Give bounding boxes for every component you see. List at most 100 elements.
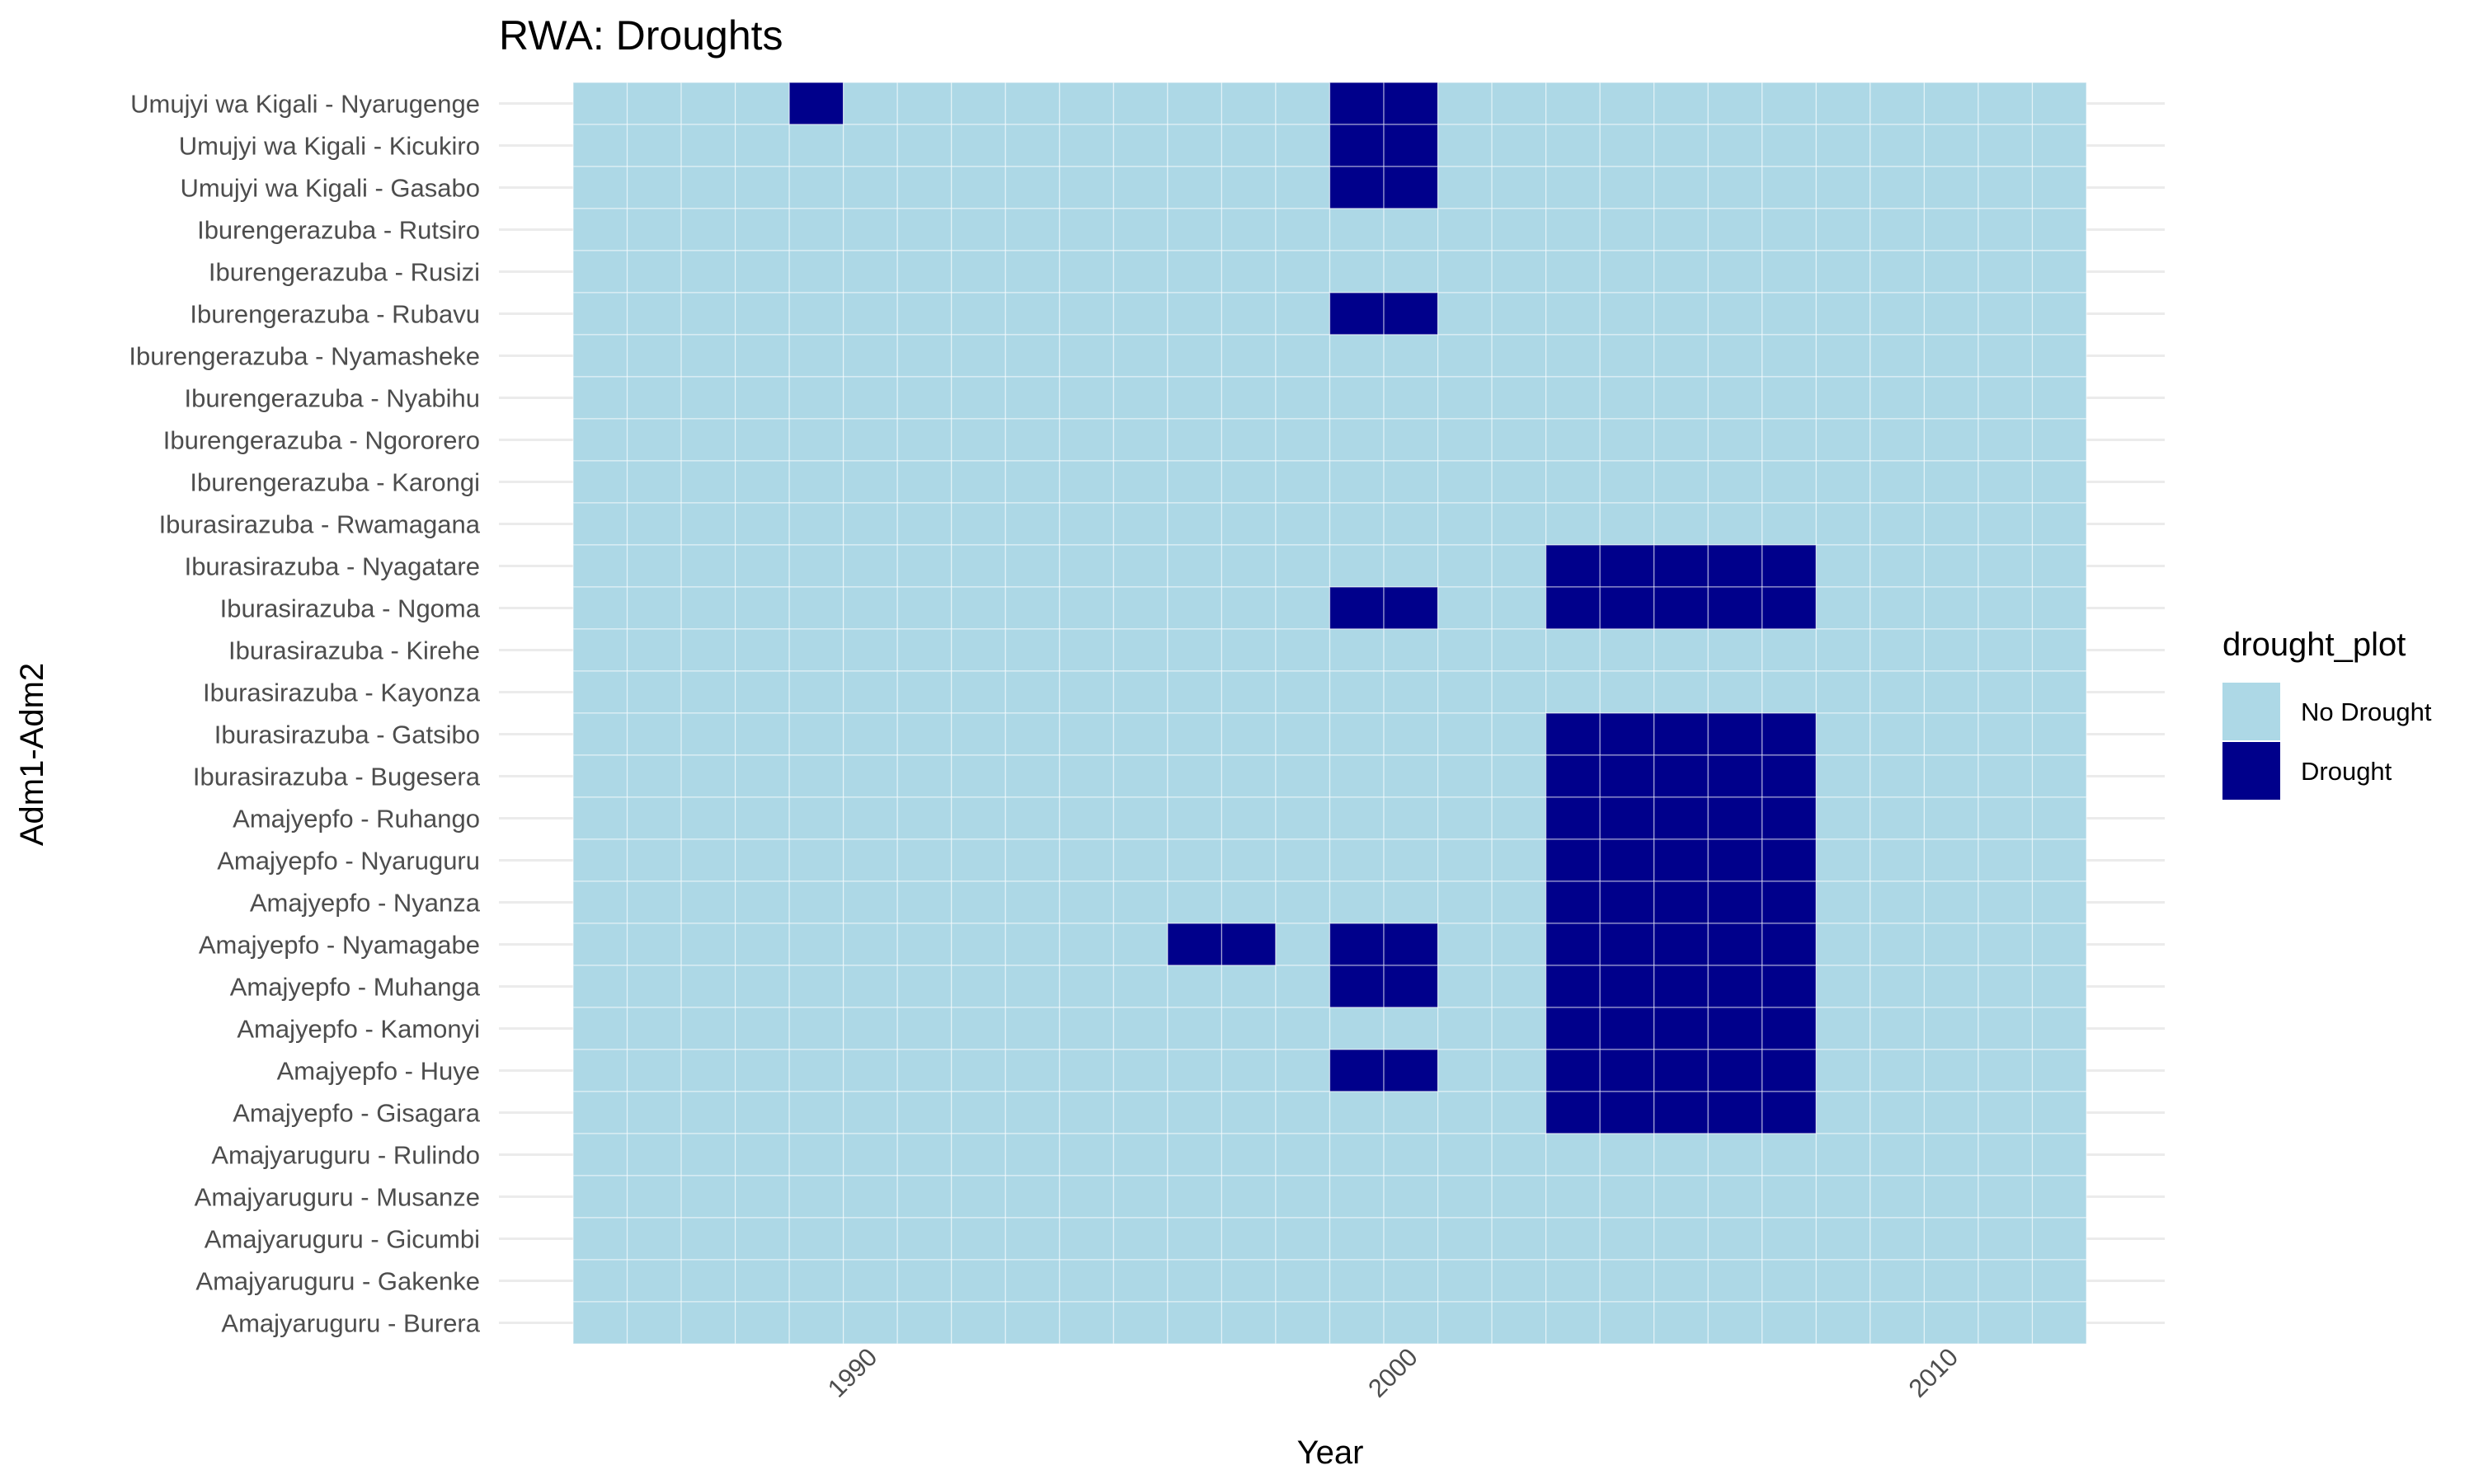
tile-no-drought (1978, 838, 2034, 882)
tile-no-drought (1923, 418, 1979, 462)
tile-no-drought (1329, 502, 1385, 546)
tile-no-drought (1923, 334, 1979, 378)
tile-no-drought (1112, 923, 1169, 966)
tile-no-drought (626, 838, 682, 882)
tile-no-drought (680, 376, 736, 420)
tile-no-drought (1599, 250, 1655, 294)
tile-no-drought (1004, 250, 1061, 294)
tile-no-drought (1978, 1133, 2034, 1176)
tile-no-drought (1167, 881, 1223, 924)
tile-no-drought (1491, 1007, 1547, 1050)
tile-no-drought (1870, 250, 1926, 294)
y-tick-label: Iburengerazuba - Karongi (190, 468, 480, 497)
x-tick-label: 2000 (1362, 1342, 1423, 1403)
tile-no-drought (2031, 628, 2087, 672)
tile-no-drought (1112, 1091, 1169, 1134)
tile-no-drought (951, 166, 1006, 209)
tile-no-drought (1815, 1133, 1871, 1176)
tile-no-drought (896, 923, 952, 966)
tile-no-drought (788, 1259, 844, 1303)
tile-no-drought (1437, 965, 1493, 1008)
tile-no-drought (735, 923, 790, 966)
tile-no-drought (2031, 544, 2087, 588)
tile-no-drought (626, 1007, 682, 1050)
tile-drought (1599, 965, 1655, 1008)
tile-no-drought (1491, 628, 1547, 672)
tile-no-drought (1275, 376, 1331, 420)
tile-drought (1167, 923, 1223, 966)
tile-no-drought (1275, 82, 1331, 125)
tile-no-drought (1761, 208, 1817, 251)
tile-no-drought (1491, 82, 1547, 125)
tile-no-drought (1491, 1301, 1547, 1345)
tile-no-drought (951, 460, 1006, 504)
tile-no-drought (1870, 82, 1926, 125)
tile-drought (1329, 586, 1385, 630)
tile-no-drought (680, 754, 736, 798)
y-tick-label: Iburasirazuba - Rwamagana (159, 510, 481, 539)
tile-no-drought (1004, 1175, 1061, 1219)
tile-no-drought (680, 1175, 736, 1219)
tile-no-drought (1383, 628, 1439, 672)
tile-no-drought (1383, 881, 1439, 924)
tile-no-drought (1870, 1049, 1926, 1092)
tile-no-drought (843, 1301, 898, 1345)
y-tick-label: Amajyepfo - Ruhango (233, 805, 480, 834)
x-tick-label: 2010 (1903, 1342, 1964, 1403)
tile-no-drought (1870, 838, 1926, 882)
tile-no-drought (1545, 166, 1601, 209)
tile-no-drought (1112, 1217, 1169, 1261)
tile-no-drought (1815, 334, 1871, 378)
tile-no-drought (1112, 166, 1169, 209)
tile-no-drought (1004, 544, 1061, 588)
tile-no-drought (735, 418, 790, 462)
y-tick-label: Amajyaruguru - Burera (221, 1309, 480, 1338)
y-tick-label: Iburasirazuba - Kayonza (203, 679, 481, 707)
tile-no-drought (1275, 670, 1331, 714)
tile-no-drought (1978, 334, 2034, 378)
tile-drought (1653, 1091, 1709, 1134)
tile-no-drought (1923, 124, 1979, 167)
tile-no-drought (1329, 1091, 1385, 1134)
tile-no-drought (1112, 1301, 1169, 1345)
tile-no-drought (735, 292, 790, 336)
tile-no-drought (896, 1133, 952, 1176)
tile-no-drought (1870, 166, 1926, 209)
tile-no-drought (1545, 1301, 1601, 1345)
tile-no-drought (1923, 250, 1979, 294)
tile-no-drought (735, 166, 790, 209)
tile-no-drought (1707, 166, 1763, 209)
tile-no-drought (1978, 965, 2034, 1008)
tile-no-drought (2031, 82, 2087, 125)
tile-no-drought (1761, 376, 1817, 420)
tile-no-drought (572, 838, 628, 882)
tile-no-drought (626, 208, 682, 251)
tile-no-drought (572, 1259, 628, 1303)
x-tick-labels: 1990 2000 2010 (822, 1342, 1964, 1403)
tile-no-drought (1275, 1259, 1331, 1303)
tile-no-drought (1707, 670, 1763, 714)
tile-no-drought (1112, 376, 1169, 420)
tile-no-drought (1167, 1301, 1223, 1345)
tile-no-drought (1275, 1049, 1331, 1092)
tile-no-drought (1167, 418, 1223, 462)
tile-no-drought (1978, 628, 2034, 672)
tile-no-drought (572, 796, 628, 840)
tile-no-drought (1815, 166, 1871, 209)
tile-no-drought (1761, 334, 1817, 378)
tile-no-drought (1815, 796, 1871, 840)
tile-no-drought (1275, 544, 1331, 588)
tile-no-drought (1545, 208, 1601, 251)
tile-no-drought (788, 460, 844, 504)
tile-no-drought (1653, 1217, 1709, 1261)
tile-no-drought (1923, 1175, 1979, 1219)
tile-no-drought (896, 1259, 952, 1303)
tile-no-drought (572, 628, 628, 672)
tile-no-drought (1059, 82, 1114, 125)
tile-no-drought (951, 1259, 1006, 1303)
tile-no-drought (1978, 796, 2034, 840)
tile-no-drought (843, 124, 898, 167)
tile-drought (1383, 292, 1439, 336)
tile-no-drought (1004, 586, 1061, 630)
tile-drought (1707, 544, 1763, 588)
